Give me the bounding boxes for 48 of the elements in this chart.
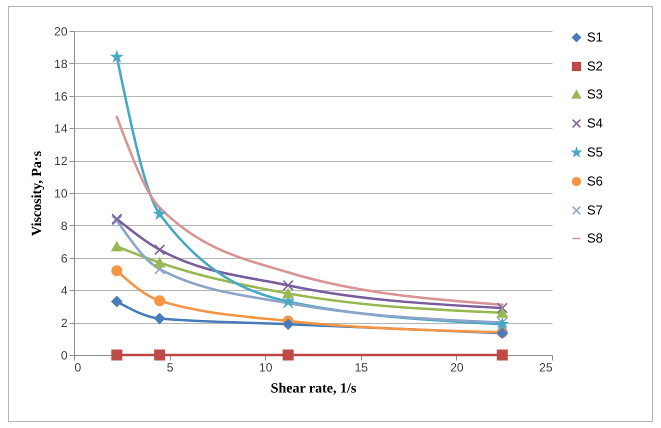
point [282,280,294,291]
legend-label: S5 [587,144,603,160]
legend-label: S2 [587,58,603,74]
legend-label: S4 [587,116,603,130]
y-tick-label: 2 [60,316,68,330]
y-tick-label: 18 [54,56,68,71]
point [496,350,508,360]
y-tick-label: 0 [60,348,68,362]
point [282,298,294,309]
point [496,302,508,314]
point [154,208,165,219]
x-axis-title: Shear rate, 1/s [270,382,357,396]
point [282,350,294,360]
line-series [116,116,504,306]
y-tick-label: 8 [60,218,68,233]
point [154,264,166,275]
y-tick-label: 4 [60,284,68,298]
point [282,288,294,298]
point [154,313,166,324]
x-tick-label: 25 [539,360,553,374]
y-tick-label: 6 [60,251,68,266]
point [496,308,508,318]
x-tick-label: 10 [259,360,273,374]
y-tick-label: 10 [54,186,68,200]
point [111,265,122,276]
x-tick-label: 5 [166,360,174,374]
point [154,295,166,306]
y-tick-label: 14 [54,122,68,136]
point [154,258,166,268]
point [111,242,122,252]
legend-label: S1 [587,30,603,44]
point [154,350,166,360]
legend-label: S6 [587,174,603,188]
legend-label: S8 [587,230,603,246]
legend-label: S7 [587,202,603,218]
point [282,318,294,330]
y-tick-label: 12 [54,154,68,168]
y-tick-label: 16 [54,89,68,104]
point [112,51,122,62]
x-tick-label: 15 [354,360,368,374]
y-axis-title: Viscosity, Pa·s [30,150,46,236]
y-tick-label: 20 [54,24,68,38]
x-tick-label: 0 [74,360,82,374]
x-tick-label: 20 [450,360,464,374]
point [111,350,122,360]
point [154,244,166,256]
legend-label: S3 [587,86,603,102]
point [111,296,122,308]
